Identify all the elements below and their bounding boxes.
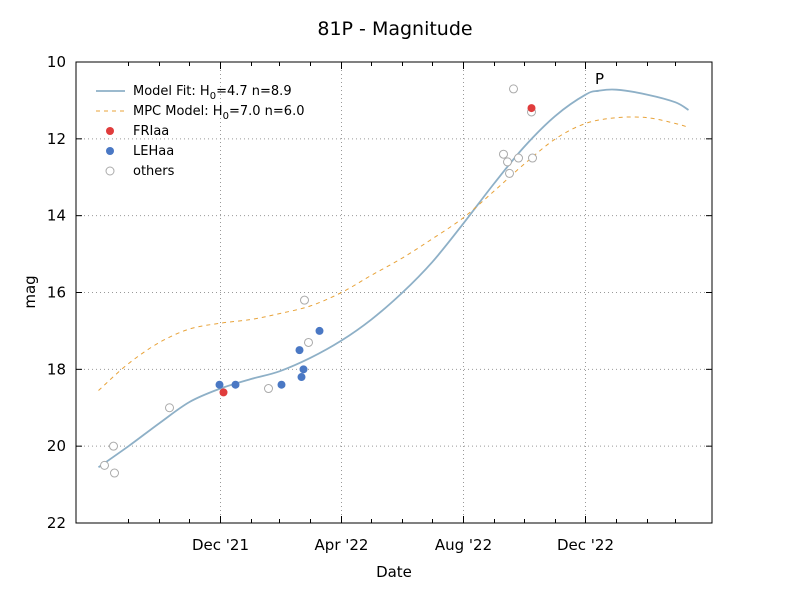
legend-label-lehaa: LEHaa bbox=[133, 144, 174, 159]
legend-swatch-friaa bbox=[106, 127, 114, 135]
legend-label-others: others bbox=[133, 164, 175, 179]
series-lines bbox=[97, 88, 689, 469]
legend-swatch-others bbox=[105, 166, 115, 176]
data-point-friaa bbox=[527, 104, 536, 113]
x-tick-label: Aug '22 bbox=[435, 536, 492, 554]
data-point-lehaa bbox=[277, 380, 286, 389]
legend-swatch-lehaa bbox=[106, 147, 114, 155]
y-tick-label: 16 bbox=[47, 284, 66, 302]
data-point-others bbox=[514, 153, 523, 163]
data-point-others bbox=[499, 149, 508, 159]
data-point-others bbox=[528, 153, 537, 163]
data-point-friaa bbox=[219, 388, 228, 397]
y-tick-label: 14 bbox=[47, 207, 66, 225]
x-tick-label: Dec '21 bbox=[192, 536, 249, 554]
data-point-others bbox=[109, 441, 118, 451]
perihelion-label: P bbox=[595, 70, 604, 88]
data-point-others bbox=[100, 460, 109, 470]
data-point-others bbox=[503, 157, 512, 167]
data-markers bbox=[100, 84, 537, 478]
y-tick-label: 20 bbox=[47, 437, 66, 455]
data-point-lehaa bbox=[315, 326, 324, 335]
legend-label-mpc-model: MPC Model: H0=7.0 n=6.0 bbox=[133, 104, 304, 122]
y-tick-label: 12 bbox=[47, 130, 66, 148]
data-point-others bbox=[165, 403, 174, 413]
data-point-lehaa bbox=[295, 346, 304, 355]
axis-ticks: 10 12 14 16 18 20 22 Dec '21 Apr '22 Aug '22 Dec '… bbox=[47, 53, 712, 554]
data-point-lehaa bbox=[299, 365, 308, 374]
legend-label-friaa: FRIaa bbox=[133, 124, 169, 139]
chart-title: 81P - Magnitude bbox=[317, 18, 472, 40]
y-tick-label: 18 bbox=[47, 360, 66, 378]
legend: Model Fit: H0=4.7 n=8.9 MPC Model: H0=7.0… bbox=[96, 84, 304, 179]
y-axis-label: mag bbox=[21, 275, 39, 308]
data-point-lehaa bbox=[231, 380, 240, 389]
x-tick-label: Apr '22 bbox=[315, 536, 369, 554]
x-axis-label: Date bbox=[376, 563, 412, 581]
data-point-others bbox=[509, 84, 518, 94]
y-tick-label: 10 bbox=[47, 53, 66, 71]
data-point-others bbox=[505, 168, 514, 178]
legend-label-model-fit: Model Fit: H0=4.7 n=8.9 bbox=[133, 84, 292, 102]
series-line-mpc-model bbox=[98, 116, 689, 391]
x-tick-label: Dec '22 bbox=[557, 536, 614, 554]
data-point-others bbox=[304, 337, 313, 347]
data-point-lehaa bbox=[215, 380, 224, 389]
grid bbox=[76, 62, 712, 523]
data-point-lehaa bbox=[297, 373, 306, 382]
data-point-others bbox=[110, 468, 119, 478]
y-tick-label: 22 bbox=[47, 514, 66, 532]
data-point-others bbox=[300, 295, 309, 305]
data-point-others bbox=[264, 384, 273, 394]
series-line-model-fit bbox=[97, 88, 689, 469]
